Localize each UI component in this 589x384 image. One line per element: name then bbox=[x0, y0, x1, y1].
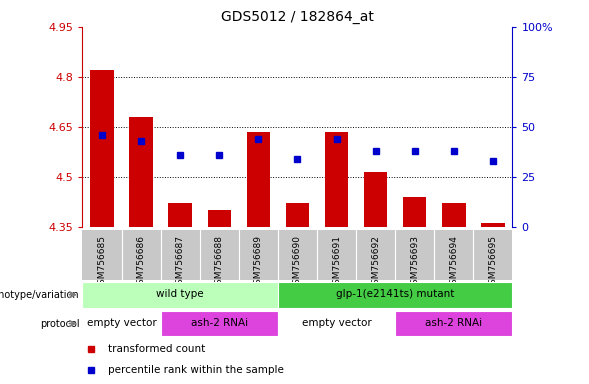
Bar bbox=[130, 117, 153, 227]
Text: genotype/variation: genotype/variation bbox=[0, 290, 80, 300]
Bar bbox=[247, 132, 270, 227]
Bar bbox=[82, 282, 278, 308]
Text: protocol: protocol bbox=[40, 318, 80, 329]
Bar bbox=[278, 282, 512, 308]
Text: transformed count: transformed count bbox=[108, 344, 206, 354]
Bar bbox=[395, 311, 512, 336]
Text: ash-2 RNAi: ash-2 RNAi bbox=[191, 318, 248, 328]
Text: GSM756692: GSM756692 bbox=[371, 235, 380, 290]
Bar bbox=[207, 210, 231, 227]
Bar bbox=[364, 172, 388, 227]
Text: ash-2 RNAi: ash-2 RNAi bbox=[425, 318, 482, 328]
Bar bbox=[403, 197, 426, 227]
Bar bbox=[442, 203, 465, 227]
Text: percentile rank within the sample: percentile rank within the sample bbox=[108, 365, 284, 375]
Text: GSM756688: GSM756688 bbox=[215, 235, 224, 290]
Text: GSM756689: GSM756689 bbox=[254, 235, 263, 290]
Bar bbox=[82, 311, 161, 336]
Text: GSM756691: GSM756691 bbox=[332, 235, 341, 290]
Bar bbox=[90, 70, 114, 227]
Bar bbox=[286, 203, 309, 227]
Text: GSM756694: GSM756694 bbox=[449, 235, 458, 290]
Text: empty vector: empty vector bbox=[302, 318, 372, 328]
Text: glp-1(e2141ts) mutant: glp-1(e2141ts) mutant bbox=[336, 289, 454, 299]
Text: GSM756685: GSM756685 bbox=[98, 235, 107, 290]
Text: GSM756690: GSM756690 bbox=[293, 235, 302, 290]
Text: empty vector: empty vector bbox=[87, 318, 157, 328]
Text: wild type: wild type bbox=[156, 289, 204, 299]
Bar bbox=[161, 311, 278, 336]
Text: GSM756686: GSM756686 bbox=[137, 235, 145, 290]
Bar bbox=[278, 311, 395, 336]
Bar bbox=[325, 132, 348, 227]
Text: GSM756695: GSM756695 bbox=[488, 235, 497, 290]
Title: GDS5012 / 182864_at: GDS5012 / 182864_at bbox=[221, 10, 374, 25]
Text: GSM756687: GSM756687 bbox=[176, 235, 185, 290]
Text: GSM756693: GSM756693 bbox=[410, 235, 419, 290]
Bar bbox=[168, 203, 192, 227]
Bar bbox=[481, 223, 505, 227]
